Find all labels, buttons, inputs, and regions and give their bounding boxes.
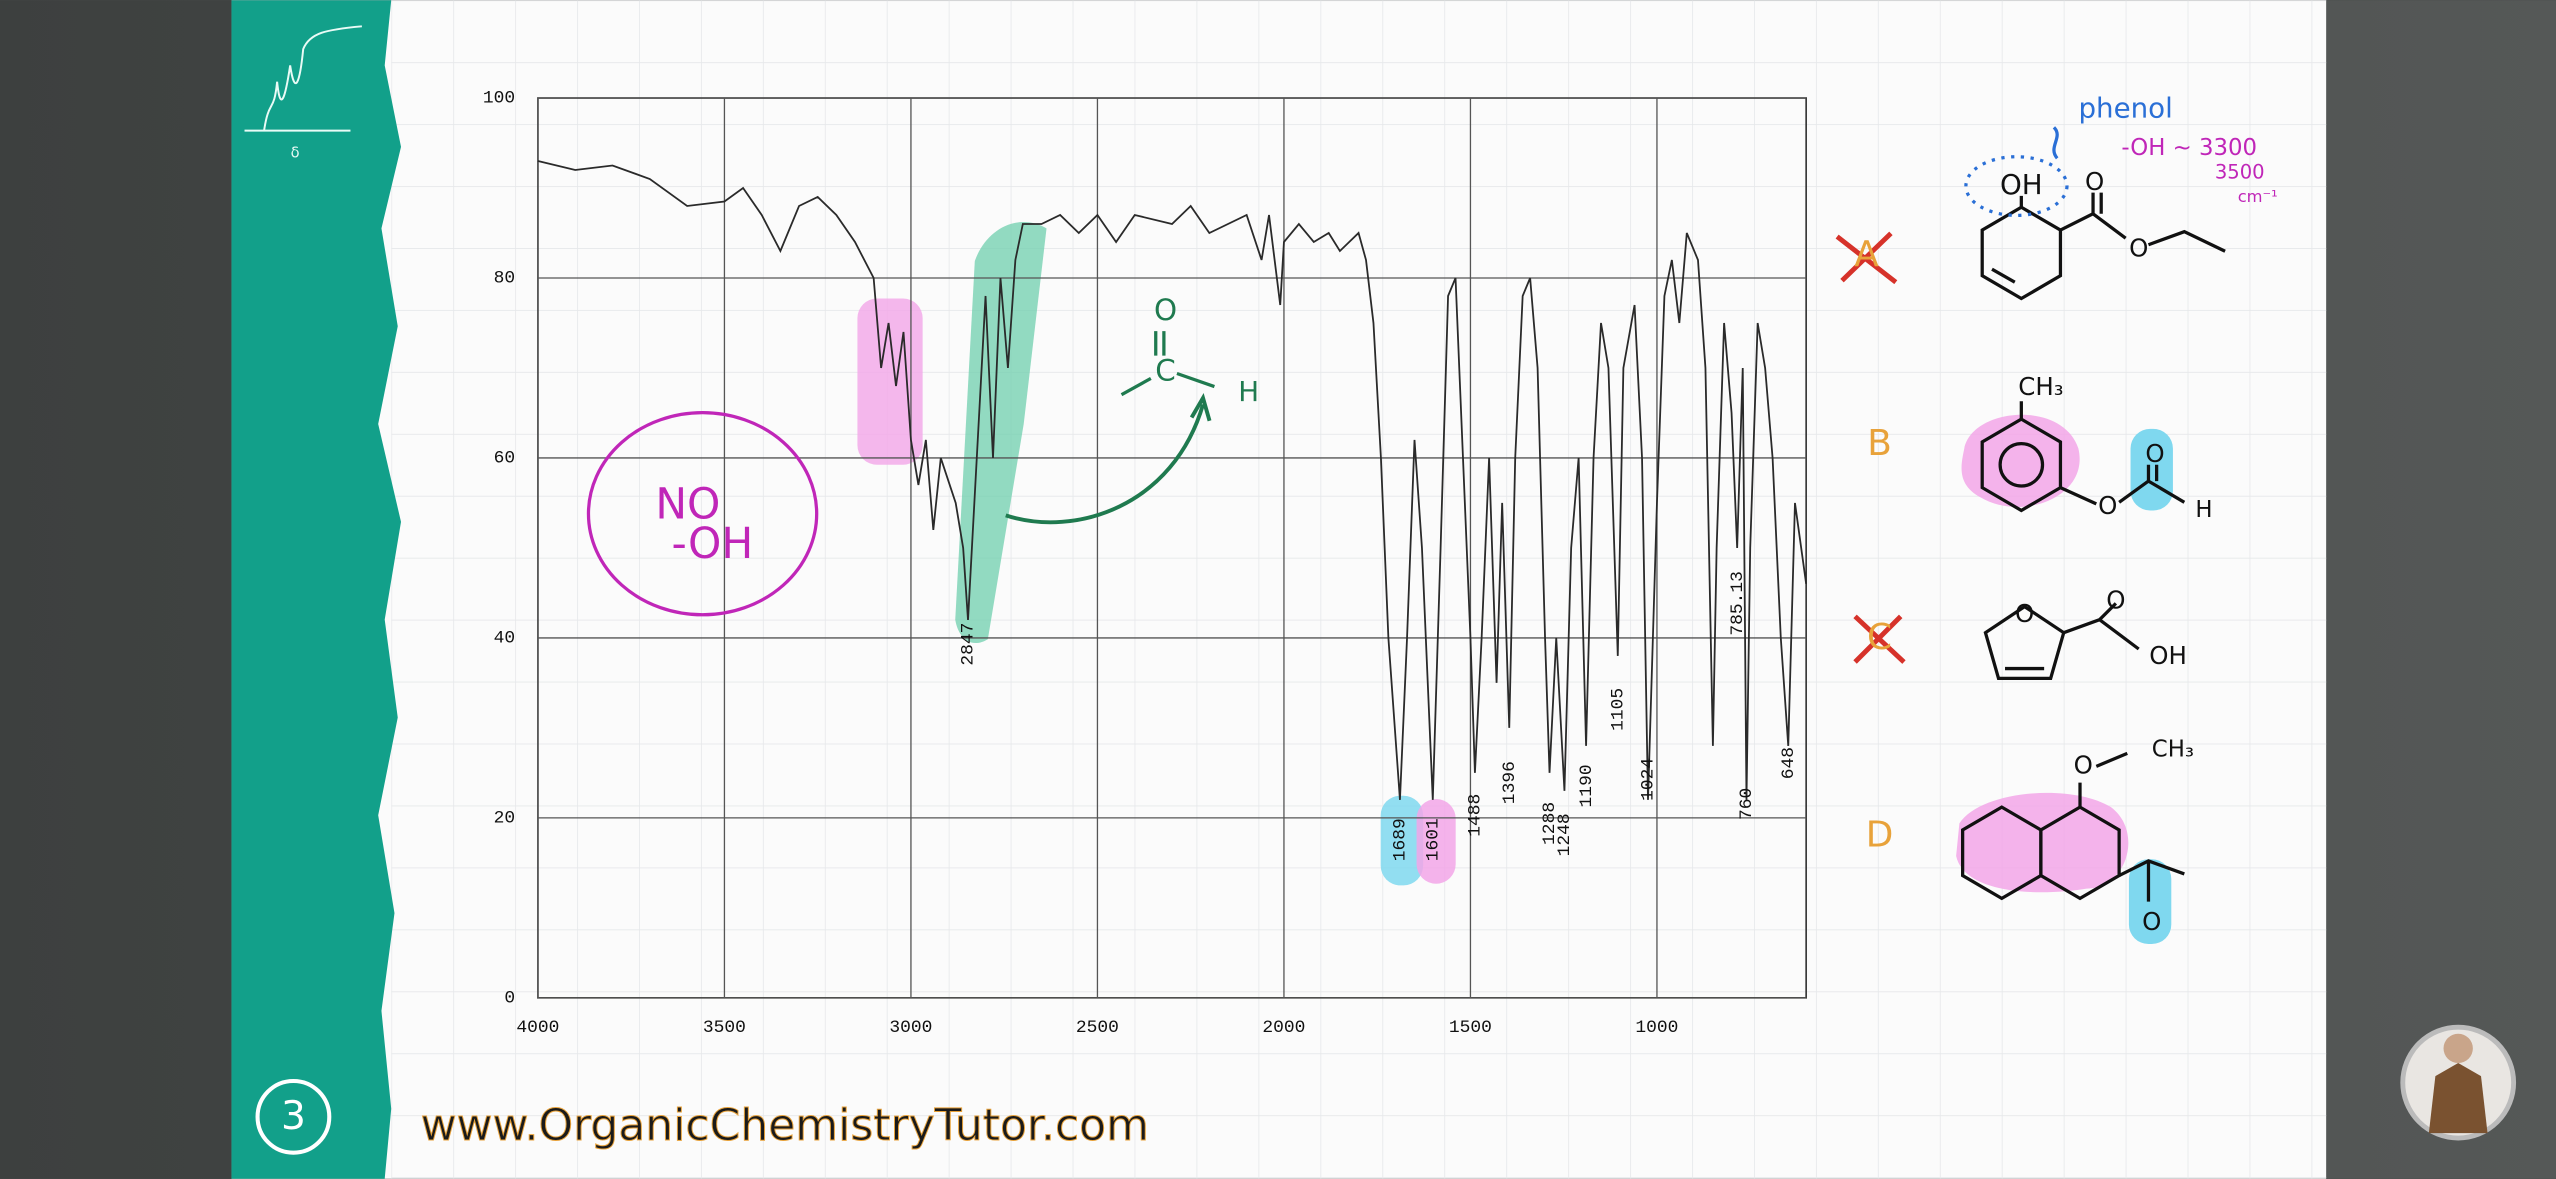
atom-label: H — [2195, 497, 2212, 523]
spectrum-line — [537, 160, 1808, 800]
x-tick-label: 3000 — [889, 1018, 932, 1038]
option-letter: C — [1867, 617, 1892, 658]
plot: 0 20 40 60 80 100 4000 3500 3000 2500 2000 1500 1000… — [483, 89, 1808, 1038]
peak-label: 2847 — [959, 623, 979, 666]
logo-symbol: δ — [291, 144, 300, 161]
x-tick-label: 1500 — [1449, 1018, 1492, 1038]
cross — [1835, 231, 1898, 285]
peak-label: 1190 — [1577, 764, 1597, 807]
avatar-body — [2428, 1063, 2488, 1134]
x-tick-label: 4000 — [516, 1018, 559, 1038]
option-letter: D — [1866, 814, 1894, 855]
aldehyde-text: C — [1155, 353, 1175, 387]
note: phenol — [2078, 91, 2172, 124]
atom-label: O — [2098, 491, 2117, 520]
arrow — [1005, 403, 1205, 525]
peak-label: 785.13 — [1728, 571, 1748, 636]
no-oh-circle — [586, 411, 819, 617]
x-tick-label: 1000 — [1635, 1018, 1678, 1038]
note: 3500 — [2215, 161, 2265, 184]
logo — [244, 25, 362, 132]
avatar-head — [2443, 1033, 2473, 1064]
slide-number: 3 — [281, 1094, 306, 1139]
highlight-aromatic-cc — [1416, 798, 1456, 884]
cross — [1853, 614, 1906, 664]
ring — [2039, 805, 2121, 901]
highlight-aldehyde-ch — [955, 222, 1047, 644]
note: cm⁻¹ — [2238, 187, 2278, 206]
atom-label: CH₃ — [2018, 372, 2063, 401]
y-tick-label: 100 — [483, 89, 515, 109]
peak-label: 1601 — [1424, 818, 1444, 861]
logo-sketch — [244, 25, 362, 132]
note: -OH ~ 3300 — [2121, 135, 2257, 161]
atom-label: O — [2106, 586, 2125, 615]
bonds — [2078, 751, 2185, 902]
aldehyde-text: H — [1238, 375, 1259, 408]
teal-brush — [231, 0, 402, 1179]
y-tick-label: 80 — [494, 269, 516, 289]
no-oh-text: NO — [655, 480, 720, 529]
bonds — [1991, 192, 2226, 284]
peak-label: 1024 — [1639, 758, 1659, 801]
y-tick-label: 20 — [494, 809, 516, 829]
peak-label: 1288 — [1540, 802, 1560, 845]
no-oh-text: -OH — [672, 519, 754, 568]
peak-label: 1396 — [1500, 761, 1520, 804]
peak-label: 760 — [1737, 788, 1757, 820]
highlight-aromatic — [857, 298, 923, 465]
option-letter: B — [1867, 423, 1892, 464]
atom-label: CH₃ — [2152, 737, 2194, 763]
ring — [1980, 417, 2063, 513]
ring-circle — [1998, 441, 2045, 488]
annotations: NO -OH O C H — [586, 293, 1259, 617]
options — [1835, 126, 2226, 945]
phenol-circle — [1964, 155, 2069, 218]
bonds — [2019, 401, 2186, 506]
atom-label: OH — [2149, 641, 2187, 670]
atom-label: O — [2085, 167, 2104, 196]
x-tick-label: 2500 — [1076, 1018, 1119, 1038]
arrow-head — [1189, 393, 1212, 422]
peak-label: 1105 — [1609, 688, 1629, 731]
peak-label: 1248 — [1555, 813, 1575, 856]
aldehyde-text: O — [1154, 293, 1177, 327]
atom-label: O — [2015, 599, 2034, 628]
paper-grid — [391, 0, 2327, 1179]
atom-label: O — [2074, 750, 2093, 779]
peak-label: 648 — [1779, 747, 1799, 779]
phenol-tilde — [2052, 126, 2059, 160]
website: www.OrganicChemistryTutor.com — [421, 1100, 1149, 1151]
y-tick-label: 0 — [504, 989, 515, 1009]
x-tick-label: 3500 — [703, 1018, 746, 1038]
peak-label: 1488 — [1466, 794, 1486, 837]
option-letter: A — [1854, 234, 1879, 275]
slide-number-circle — [255, 1078, 332, 1155]
aldehyde-bonds — [1120, 331, 1215, 397]
peak-label: 1689 — [1391, 818, 1411, 861]
atom-label: O — [2129, 234, 2148, 263]
y-tick-label: 40 — [494, 629, 516, 649]
furan — [1983, 604, 2066, 680]
atom-label: O — [2145, 439, 2164, 468]
atom-label: O — [2142, 907, 2161, 936]
x-tick-label: 2000 — [1262, 1018, 1305, 1038]
highlights — [857, 222, 1456, 886]
bonds — [2005, 602, 2140, 671]
atom-label: OH — [2000, 168, 2043, 201]
y-tick-label: 60 — [494, 449, 516, 469]
